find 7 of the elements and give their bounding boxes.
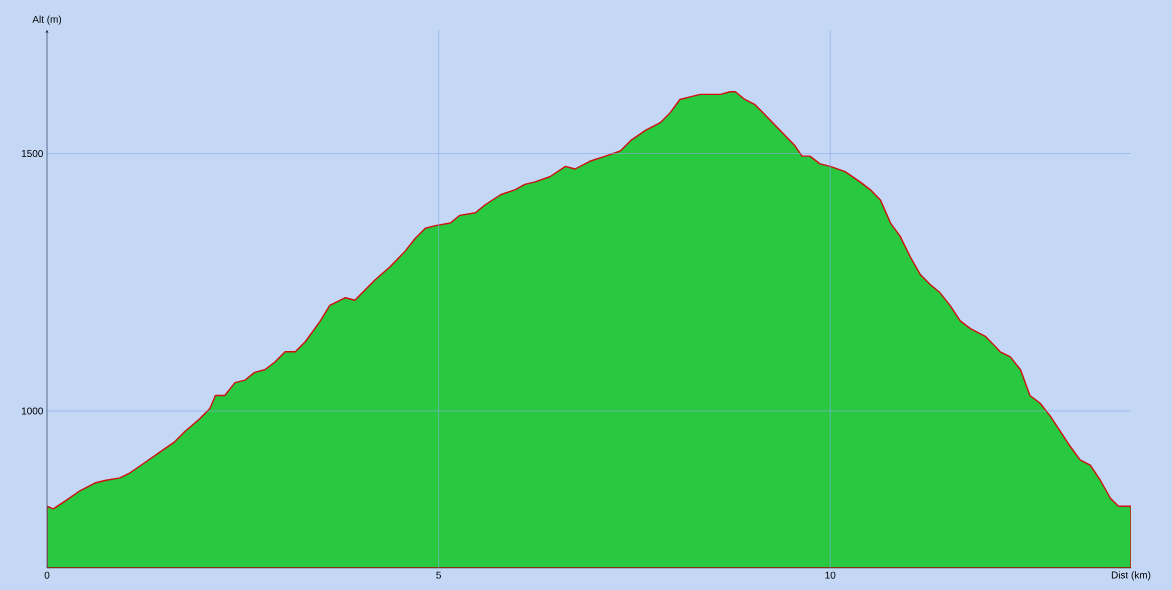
x-axis-title: Dist (km) bbox=[1111, 571, 1151, 581]
y-tick-label: 1500 bbox=[21, 150, 43, 158]
y-axis-title: Alt (m) bbox=[32, 15, 62, 25]
y-tick-label: 1000 bbox=[21, 407, 43, 415]
x-tick-label: 10 bbox=[825, 571, 836, 579]
x-tick-label: 5 bbox=[436, 571, 441, 579]
x-tick-label: 0 bbox=[44, 571, 50, 579]
